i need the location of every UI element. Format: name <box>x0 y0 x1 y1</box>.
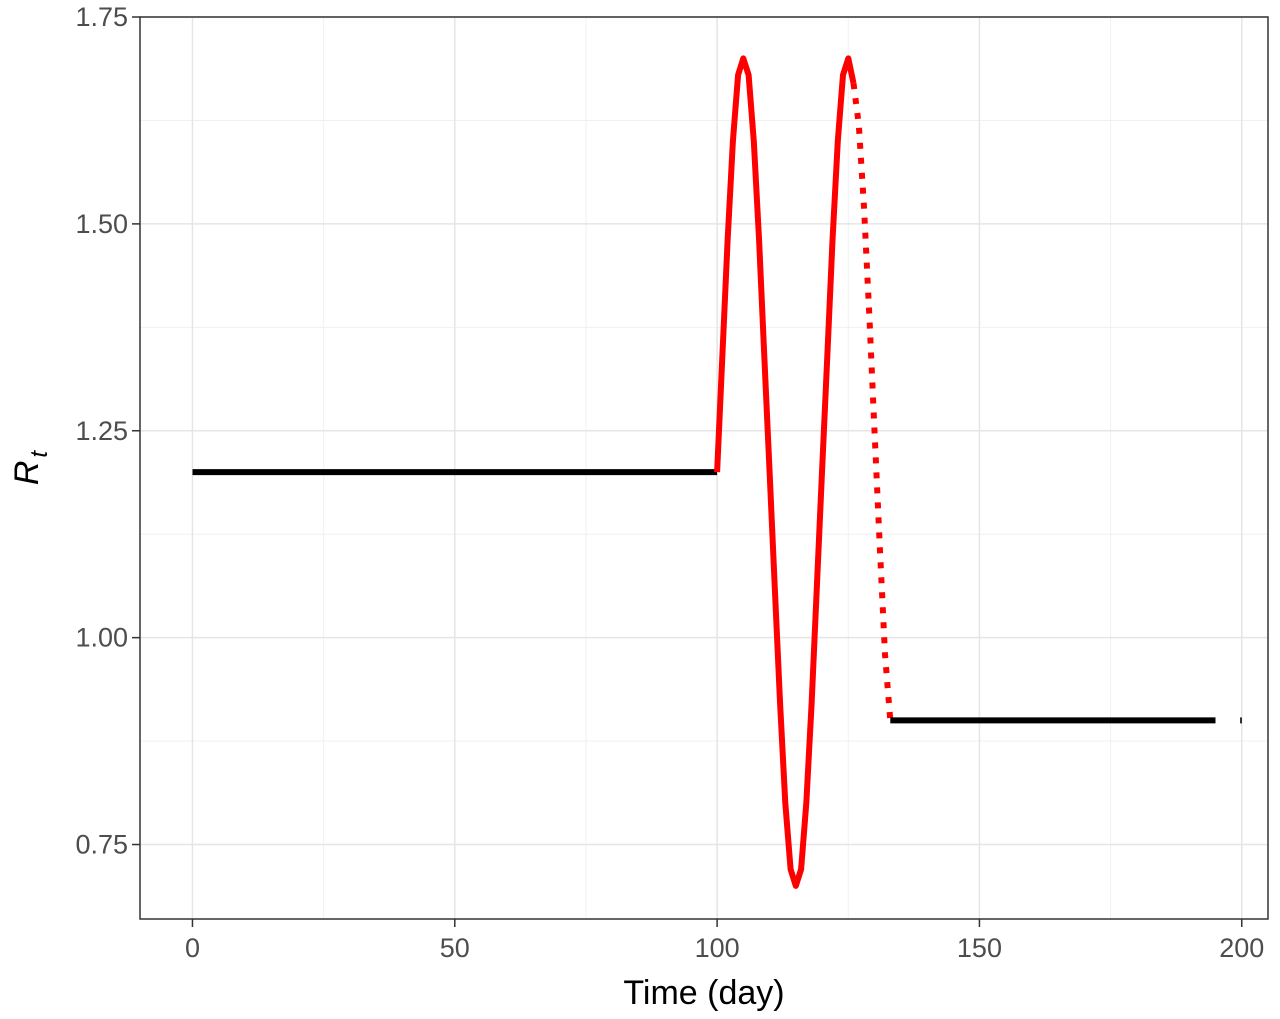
x-tick-label: 150 <box>957 933 1002 963</box>
svg-text:Rt: Rt <box>8 450 53 486</box>
grid-minor <box>140 17 1268 919</box>
y-tick-label: 1.00 <box>75 623 128 653</box>
x-tick-label: 0 <box>185 933 200 963</box>
series-layer <box>192 55 1242 889</box>
y-tick-label: 1.25 <box>75 416 128 446</box>
series-transition <box>850 82 894 721</box>
y-axis: 0.75 1.00 1.25 1.50 1.75 <box>75 2 140 860</box>
y-axis-title: R <box>8 461 46 486</box>
y-axis-title-group: Rt <box>8 450 53 486</box>
x-tick-label: 100 <box>695 933 740 963</box>
plot-border <box>139 16 1269 920</box>
series-oscillation <box>714 55 857 889</box>
y-tick-label: 0.75 <box>75 830 128 860</box>
plot-panel <box>140 17 1268 919</box>
y-tick-label: 1.75 <box>75 2 128 32</box>
y-axis-title-subscript: t <box>26 450 53 458</box>
y-tick-label: 1.50 <box>75 209 128 239</box>
x-tick-label: 50 <box>440 933 470 963</box>
x-tick-label: 200 <box>1219 933 1264 963</box>
x-axis-title: Time (day) <box>623 974 784 1012</box>
x-axis: 0 50 100 150 200 <box>185 919 1264 963</box>
